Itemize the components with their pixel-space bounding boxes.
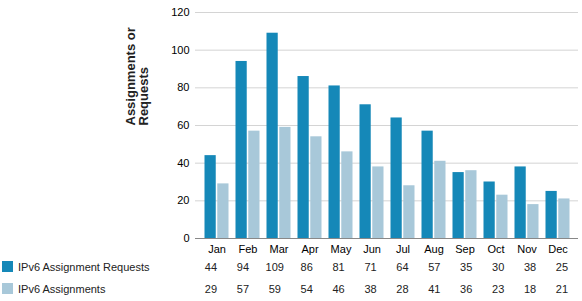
svg-text:Dec: Dec <box>548 243 568 255</box>
html-text:57: 57 <box>236 283 249 295</box>
html-text:57: 57 <box>428 261 441 273</box>
svg-text:Nov: Nov <box>517 243 537 255</box>
html-text:38: 38 <box>523 261 537 273</box>
svg-text:60: 60 <box>177 119 189 131</box>
html-text:18: 18 <box>523 283 537 295</box>
html-text:71: 71 <box>364 261 377 273</box>
html-text:41: 41 <box>428 283 441 295</box>
html-text:IPv6 Assignments: IPv6 Assignments <box>18 283 106 295</box>
html-text:28: 28 <box>396 283 409 295</box>
html-text:94: 94 <box>236 261 249 273</box>
svg-text:Jan: Jan <box>208 243 226 255</box>
html-text:IPv6 Assignment Requests: IPv6 Assignment Requests <box>18 261 150 273</box>
svg-text:Jun: Jun <box>363 243 381 255</box>
html-text:54: 54 <box>300 283 313 295</box>
html-text:59: 59 <box>268 283 281 295</box>
svg-text:Apr: Apr <box>301 243 318 255</box>
svg-text:0: 0 <box>183 232 189 244</box>
html-text:86: 86 <box>300 261 313 273</box>
svg-text:Assignments orRequests: Assignments orRequests <box>123 27 151 125</box>
html-text:46: 46 <box>332 283 345 295</box>
html-text:21: 21 <box>555 283 569 295</box>
html-text:38: 38 <box>364 283 377 295</box>
html-text:44: 44 <box>204 261 218 273</box>
html-text:109: 109 <box>265 261 284 273</box>
html-text:35: 35 <box>460 261 473 273</box>
svg-text:100: 100 <box>171 44 189 56</box>
svg-text:Feb: Feb <box>239 243 258 255</box>
html-text:36: 36 <box>460 283 473 295</box>
html-text:64: 64 <box>396 261 409 273</box>
svg-text:May: May <box>331 243 352 255</box>
svg-text:40: 40 <box>177 157 189 169</box>
svg-text:Aug: Aug <box>424 243 444 255</box>
svg-text:Sep: Sep <box>455 243 475 255</box>
svg-text:120: 120 <box>171 6 189 18</box>
html-text:23: 23 <box>492 283 505 295</box>
html-text:25: 25 <box>555 261 569 273</box>
svg-text:Jul: Jul <box>396 243 410 255</box>
svg-text:20: 20 <box>177 194 189 206</box>
html-text:29: 29 <box>204 283 218 295</box>
svg-text:Mar: Mar <box>270 243 289 255</box>
html-text:30: 30 <box>492 261 505 273</box>
svg-text:80: 80 <box>177 81 189 93</box>
html-text:81: 81 <box>332 261 345 273</box>
svg-text:Oct: Oct <box>487 243 504 255</box>
